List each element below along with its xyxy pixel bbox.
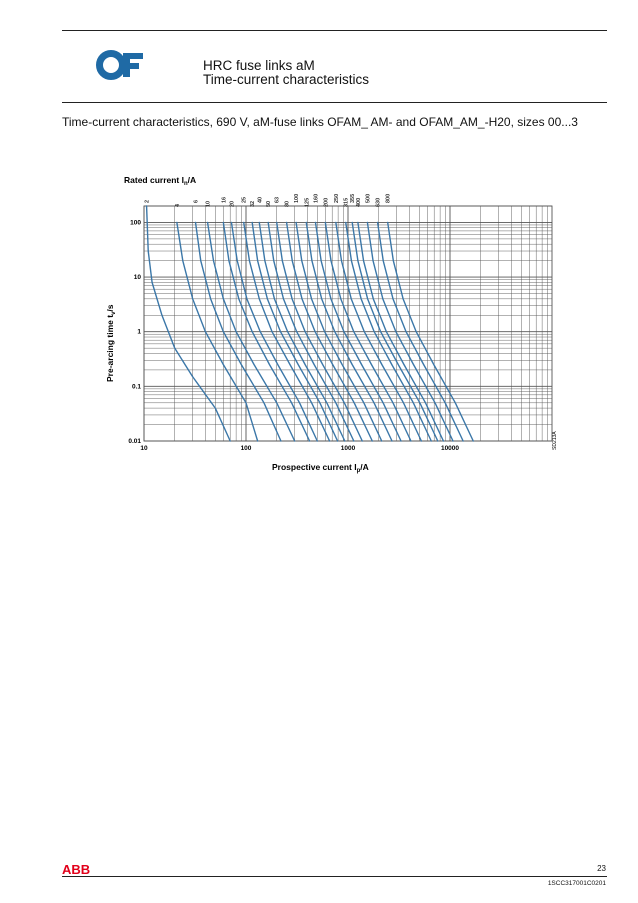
figure-caption: Time-current characteristics, 690 V, aM-… (62, 115, 578, 129)
curve-6a (194, 221, 282, 442)
chart-title: Rated current In/A (124, 175, 196, 187)
curve-16a (222, 221, 311, 442)
curve-25a (243, 221, 331, 442)
curve-125a (305, 221, 393, 442)
curve-100a (295, 221, 383, 442)
header-subtitle: Time-current characteristics (203, 72, 370, 87)
x-tick-label: 1000 (341, 445, 356, 452)
rated-current-label: 10 (206, 201, 212, 207)
curve-400a (357, 221, 445, 442)
x-tick-labels: 10 100 1000 10000 (140, 445, 459, 452)
header-rule-top (62, 30, 607, 31)
curve-315a (345, 221, 432, 442)
rated-current-label: 125 (304, 198, 310, 207)
rated-current-label: 250 (334, 194, 340, 203)
y-tick-labels: 100 10 1 0.1 0.01 (128, 219, 141, 445)
y-tick-label: 1 (137, 329, 141, 336)
rated-current-label: 40 (257, 197, 263, 203)
rated-current-label: 355 (350, 194, 356, 203)
rated-current-label: 400 (356, 198, 362, 207)
x-tick-label: 10000 (441, 445, 459, 452)
y-tick-label: 100 (130, 219, 141, 226)
x-axis-label: Prospective current Ip/A (272, 462, 369, 474)
curve-20a (230, 221, 318, 442)
rated-current-label: 630 (376, 198, 382, 207)
of-logo (96, 50, 143, 80)
rated-current-label: 4 (175, 203, 181, 207)
y-axis-label: Pre-arcing time tv/s (105, 304, 117, 382)
curve-355a (351, 221, 439, 442)
plot-frame (143, 205, 553, 442)
curve-40a (258, 221, 346, 442)
y-tick-label: 10 (134, 274, 142, 281)
curve-50a (267, 221, 355, 442)
rated-current-label: 16 (221, 197, 227, 203)
x-tick-label: 10 (140, 445, 148, 452)
rated-current-label: 50 (266, 201, 272, 207)
rated-current-label: 25 (242, 197, 248, 203)
rated-current-label: 2 (145, 200, 151, 203)
x-tick-label: 100 (241, 445, 252, 452)
curve-800a (386, 221, 474, 442)
rated-current-label: 500 (365, 194, 371, 203)
header-title: HRC fuse links aM (203, 58, 315, 73)
abb-logo: ABB (62, 862, 90, 876)
rated-current-label: 20 (229, 201, 235, 207)
curve-160a (314, 221, 402, 442)
curve-63a (276, 221, 363, 442)
y-tick-label: 0.1 (132, 383, 141, 390)
curve-10a (206, 221, 296, 442)
svg-text:ABB: ABB (62, 862, 90, 876)
curve-630a (376, 221, 464, 442)
curve-2a (145, 205, 231, 442)
rated-current-label: 32 (250, 201, 256, 207)
document-number: 1SCC317001C0201 (547, 880, 606, 887)
rated-current-label: 160 (313, 194, 319, 203)
rated-current-label: 100 (294, 194, 300, 203)
curve-4a (176, 221, 259, 442)
y-tick-label: 0.01 (128, 438, 141, 445)
rated-current-label: 800 (386, 194, 392, 203)
header-rule-bottom (62, 102, 607, 103)
footer-rule (62, 876, 607, 877)
page-number: 23 (597, 864, 606, 873)
rated-current-label: 315 (344, 198, 350, 207)
curve-250a (335, 221, 423, 442)
rated-current-label: 80 (285, 201, 291, 207)
rated-current-label: 63 (275, 197, 281, 203)
rated-current-label: 6 (194, 200, 200, 203)
curve-200a (324, 221, 412, 442)
rated-current-label: 200 (323, 198, 329, 207)
curve-32a (251, 221, 339, 442)
curve-80a (285, 221, 373, 442)
fuse-curves (145, 205, 474, 442)
side-code: SD213A (552, 431, 558, 450)
curve-500a (366, 221, 454, 442)
